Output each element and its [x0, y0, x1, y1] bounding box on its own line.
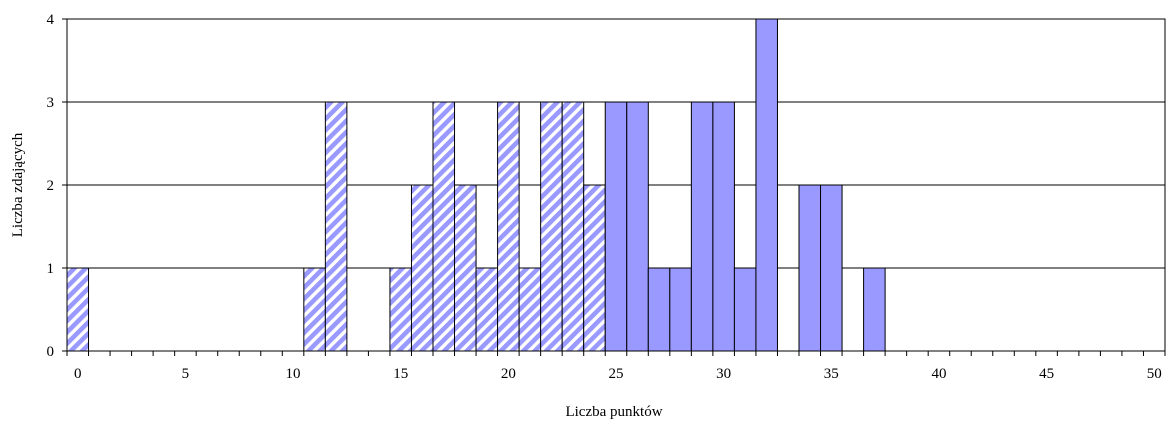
y-tick-label: 3: [47, 95, 55, 111]
bar: [798, 184, 822, 352]
bar: [755, 18, 778, 352]
bar: [475, 267, 499, 352]
x-tick-label: 20: [501, 366, 516, 382]
bar: [432, 101, 456, 352]
y-tick-label: 1: [47, 261, 55, 277]
bar: [410, 184, 434, 352]
bar: [561, 101, 585, 352]
x-tick-label: 25: [609, 366, 624, 382]
bar: [518, 267, 542, 352]
bar: [733, 267, 757, 352]
bar: [324, 101, 348, 352]
bar: [820, 184, 843, 352]
bar: [604, 101, 628, 352]
bar: [389, 267, 412, 352]
y-tick-label: 4: [47, 12, 55, 28]
bar: [863, 267, 886, 352]
bar: [540, 101, 563, 352]
bar: [303, 267, 326, 352]
y-tick-label: 2: [47, 178, 55, 194]
plot-area: 0 5 10 15 20 25 30 35 40 45 50 0 1 2 3 4: [47, 12, 1166, 382]
x-tick-label: 50: [1147, 366, 1162, 382]
bar: [712, 101, 735, 352]
bar: [583, 184, 606, 352]
x-tick-label: 30: [716, 366, 731, 382]
y-axis-title: Liczba zdających: [10, 132, 26, 237]
bar: [690, 101, 714, 352]
x-tick-label: 35: [824, 366, 839, 382]
x-tick-label: 45: [1039, 366, 1054, 382]
x-tick-label: 10: [286, 366, 301, 382]
x-tick-label: 5: [182, 366, 190, 382]
bar: [454, 184, 477, 352]
bar: [669, 267, 692, 352]
x-tick-label: 40: [931, 366, 946, 382]
bar: [497, 101, 520, 352]
bar: [66, 267, 90, 352]
bar: [626, 101, 649, 352]
x-tick-label: 0: [74, 366, 82, 382]
y-tick-label: 0: [47, 344, 55, 360]
x-tick-label: 15: [393, 366, 408, 382]
bar: [647, 267, 671, 352]
x-axis-title: Liczba punktów: [565, 404, 662, 420]
